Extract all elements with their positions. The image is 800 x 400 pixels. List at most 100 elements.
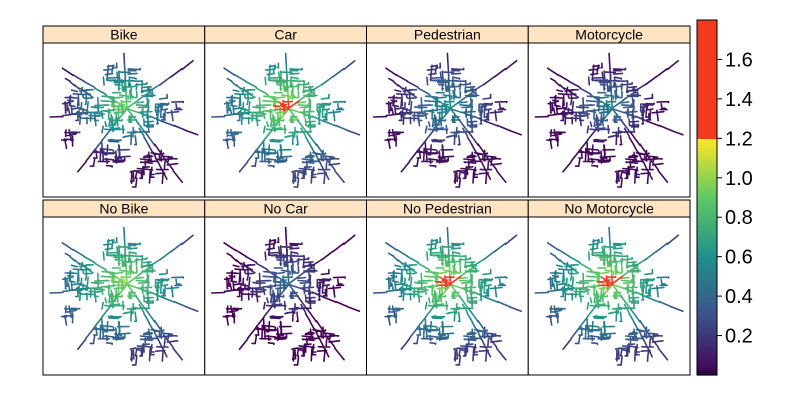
colorbar-swatch (697, 22, 717, 27)
network-segment (450, 68, 465, 71)
colorbar-swatch (697, 76, 717, 80)
colorbar-tick-label: 0.2 (725, 326, 753, 348)
network-segment (385, 101, 395, 105)
network-segment (620, 257, 624, 266)
network-segment (591, 64, 595, 77)
network-segment (266, 247, 276, 251)
network-segment (486, 334, 498, 349)
network-segment (137, 281, 150, 285)
network-segment (385, 242, 398, 251)
network-segment (657, 347, 669, 361)
network-segment (588, 243, 598, 246)
network-segment (602, 332, 617, 335)
network-segment (279, 155, 293, 158)
network-segment (633, 348, 637, 362)
network-segment (458, 348, 462, 357)
network-segment (61, 101, 71, 105)
network-segment (589, 304, 600, 308)
colorbar-swatch (697, 55, 717, 60)
network-segment (549, 307, 563, 311)
network-segment (275, 256, 289, 259)
network-segment (620, 279, 633, 283)
network-segment (593, 117, 597, 128)
network-segment (309, 258, 323, 268)
network-segment (275, 81, 289, 84)
network-segment (392, 271, 395, 279)
network-segment (318, 279, 326, 283)
network-segment (290, 251, 299, 255)
network-segment (406, 265, 413, 270)
network-segment (267, 341, 275, 345)
network-segment (392, 309, 396, 318)
network-segment (620, 178, 623, 188)
network-segment (411, 93, 418, 99)
network-segment (294, 130, 303, 134)
network-segment (106, 238, 110, 252)
network-segment (113, 303, 121, 306)
network-segment (655, 67, 669, 78)
colorbar-swatch (697, 49, 717, 54)
network-segment (255, 104, 270, 107)
network-segment (563, 262, 570, 267)
network-segment (90, 281, 99, 285)
colorbar-swatch (697, 206, 717, 210)
colorbar-swatch (697, 25, 717, 30)
network-segment (425, 129, 435, 141)
network-segment (578, 112, 591, 115)
colorbar-swatch (697, 224, 717, 228)
network-segment (298, 91, 312, 101)
colorbar-swatch (697, 212, 717, 216)
network-segment (127, 68, 141, 71)
network-segment (277, 100, 290, 110)
network-segment (101, 129, 112, 141)
network-segment (470, 99, 474, 109)
network-segment (426, 243, 436, 246)
network-segment (161, 169, 168, 180)
network-segment (460, 91, 474, 101)
network-segment (139, 335, 152, 338)
network-segment (225, 131, 240, 135)
network-segment (135, 257, 138, 266)
network-segment (388, 252, 395, 258)
network-segment (602, 155, 617, 158)
network-segment (433, 138, 443, 142)
network-segment (409, 276, 413, 287)
network-segment (148, 348, 151, 362)
network-segment (634, 166, 639, 177)
network-segment (321, 283, 331, 287)
network-segment (104, 121, 108, 128)
network-segment (600, 276, 614, 285)
colorbar-swatch (697, 197, 717, 202)
network-segment (297, 295, 308, 311)
network-segment (231, 255, 238, 262)
network-segment (279, 108, 290, 120)
colorbar-swatch (697, 247, 717, 252)
network-segment (92, 157, 96, 167)
panel: No Car (204, 199, 367, 376)
network-segment (127, 242, 141, 245)
network-segment (268, 238, 272, 252)
network-segment (331, 242, 345, 253)
network-segment (560, 286, 575, 291)
network-segment (623, 287, 637, 294)
network-segment (250, 290, 262, 293)
network-segment (611, 283, 625, 290)
network-segment (163, 161, 166, 171)
network-segment (234, 93, 246, 96)
network-segment (400, 161, 411, 173)
network-segment (486, 157, 498, 171)
network-segment (504, 234, 518, 245)
network-segment (158, 272, 168, 276)
network-segment (408, 273, 411, 281)
network-segment (230, 96, 233, 103)
network-segment (269, 117, 273, 128)
network-segment (596, 64, 600, 74)
network-segment (272, 239, 276, 248)
network-segment (393, 309, 401, 313)
network-segment (139, 338, 153, 342)
network-segment (431, 317, 443, 320)
network-segment (311, 166, 315, 177)
network-segment (646, 296, 661, 303)
colorbar-swatch (697, 164, 717, 169)
network-segment (570, 150, 581, 162)
